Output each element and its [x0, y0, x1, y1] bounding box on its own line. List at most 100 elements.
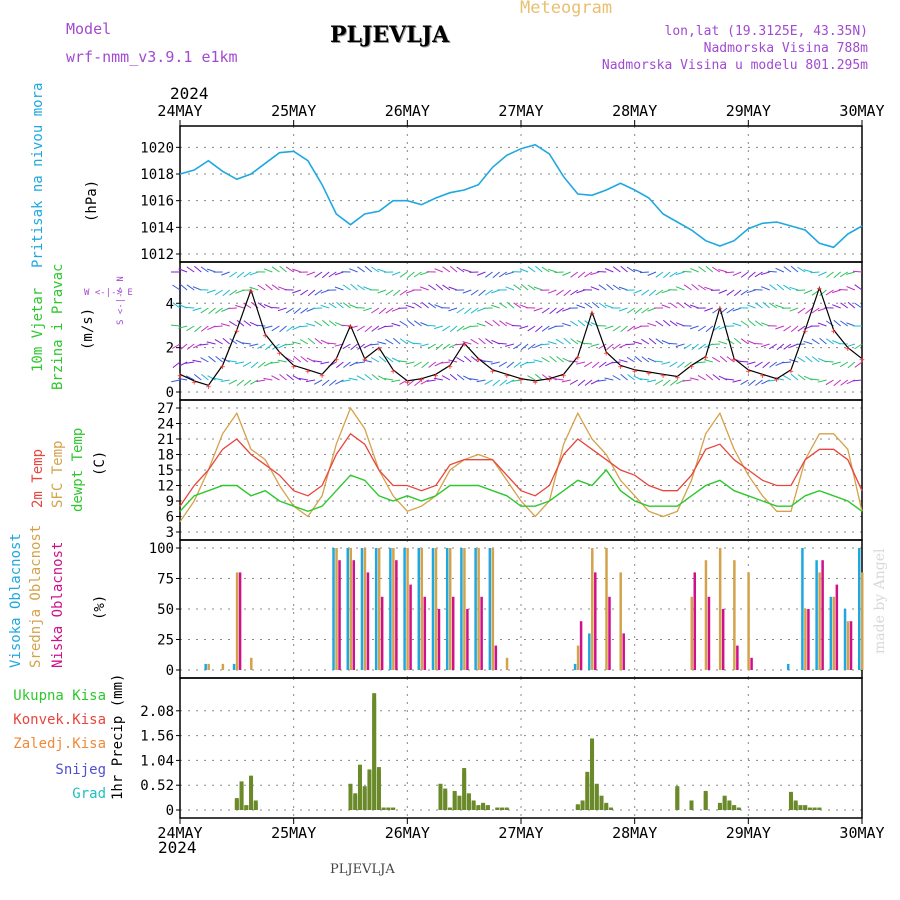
wind-barb — [704, 307, 713, 312]
cloud-bar-Srednja Oblacnost — [392, 548, 395, 670]
wind-barb — [221, 357, 230, 363]
wind-gust-mark: + — [305, 367, 311, 377]
wind-gust-mark: + — [703, 354, 709, 364]
cloud-bar-Niska Oblacnost — [395, 560, 398, 670]
precip-bar-conv — [348, 786, 353, 810]
wind-barb — [733, 337, 742, 345]
cloud-bar-Srednja Oblacnost — [718, 548, 722, 670]
cloud-bar-Visoka Oblacnost — [815, 560, 818, 670]
wind-barb — [426, 379, 436, 382]
wind-barb — [554, 271, 564, 273]
precip-bar-conv — [353, 795, 358, 810]
wind-gust-mark: + — [376, 345, 382, 355]
wind-barb — [456, 374, 465, 381]
precip-bar-conv — [452, 793, 457, 810]
wind-barb — [682, 379, 692, 382]
wind-barb — [298, 325, 308, 328]
wind-barb — [854, 343, 863, 350]
wind-barb — [689, 304, 699, 309]
wind-barb — [307, 289, 316, 297]
wind-barb — [797, 307, 806, 314]
wind-barb — [511, 325, 522, 327]
wind-barb — [442, 343, 451, 350]
wind-barb — [371, 266, 380, 273]
wind-barb — [762, 301, 770, 309]
wind-barb — [355, 361, 365, 364]
time-label-top: 27MAY — [498, 102, 543, 120]
wind-barb — [513, 302, 522, 309]
precip-bar-conv — [703, 793, 708, 810]
wind-barb — [655, 271, 664, 278]
panel-frame-cloud — [179, 539, 863, 679]
wind-barb — [249, 286, 259, 291]
wind-barb — [620, 325, 628, 333]
wind-barb — [854, 302, 863, 309]
cloud-bar-Niska Oblacnost — [466, 609, 469, 670]
wind-barb — [527, 266, 536, 273]
wind-barb — [840, 302, 849, 309]
wind-barb — [265, 283, 273, 291]
wind-barb — [718, 289, 728, 294]
wind-barb — [732, 307, 742, 312]
wind-barb — [811, 338, 820, 345]
cloud-bar-Visoka Oblacnost — [232, 663, 236, 670]
wind-gust-mark: + — [518, 376, 524, 386]
wind-barb — [469, 325, 479, 327]
wind-barb — [484, 289, 493, 296]
wind-barb — [519, 268, 529, 273]
wind-barb — [293, 307, 302, 315]
y-tick-label: 1014 — [140, 220, 174, 236]
model-elevation-label: Nadmorska Visina u modelu 801.295m — [601, 58, 868, 73]
wind-barb — [534, 373, 543, 381]
wind-barb — [555, 338, 564, 345]
wind-barb — [463, 375, 472, 381]
precip-bar-conv — [447, 807, 452, 810]
wind-barb — [170, 324, 181, 327]
y-tick-label: 21 — [157, 432, 174, 448]
cloud-bar-Srednja Oblacnost — [477, 548, 480, 670]
wind-barb — [227, 360, 237, 363]
wind-barb — [179, 343, 188, 351]
wind-barb — [633, 268, 642, 273]
wind-barb — [483, 360, 493, 363]
precip-legend-graupel: Grad — [72, 786, 106, 802]
wind-barb — [556, 289, 564, 296]
wind-barb — [249, 271, 259, 276]
wind-barb — [279, 265, 287, 273]
wind-barb — [754, 271, 763, 278]
cloud-bar-Visoka Oblacnost — [488, 548, 492, 670]
wind-gust-mark: + — [717, 305, 723, 315]
precip-bar-conv — [689, 802, 694, 810]
wind-barb — [767, 379, 777, 382]
cloud-bar-Niska Oblacnost — [238, 572, 242, 670]
wind-barb — [476, 379, 486, 383]
wind-barb — [179, 283, 188, 291]
cloud-bar-Srednja Oblacnost — [804, 609, 807, 670]
wind-barb — [655, 379, 664, 385]
precip-bar-conv — [244, 805, 249, 810]
wind-barb — [648, 337, 657, 345]
wind-barb — [520, 283, 529, 291]
wind-gust-mark: + — [405, 378, 411, 388]
wind-gust-mark: + — [177, 371, 183, 381]
wind-barb — [433, 377, 443, 381]
precip-legend-snow: Snijeg — [55, 762, 106, 778]
wind-barb — [776, 283, 785, 291]
wind-barb — [597, 379, 607, 382]
wind-barb — [320, 361, 330, 365]
wind-gust-mark: + — [675, 373, 681, 383]
wind-barb — [186, 325, 195, 332]
wind-barb — [265, 343, 273, 351]
wind-barb — [590, 343, 600, 347]
wind-barb — [300, 289, 309, 296]
wind-barb — [612, 266, 621, 273]
wind-barb — [476, 271, 486, 276]
wind-barb — [847, 361, 856, 369]
wind-barb — [817, 379, 827, 383]
wind-barb — [661, 289, 671, 294]
cloud-bar-Visoka Oblacnost — [403, 548, 406, 670]
wind-barb — [641, 338, 650, 345]
precip-bar-conv — [590, 743, 595, 810]
cloud-bar-Visoka Oblacnost — [858, 548, 861, 670]
